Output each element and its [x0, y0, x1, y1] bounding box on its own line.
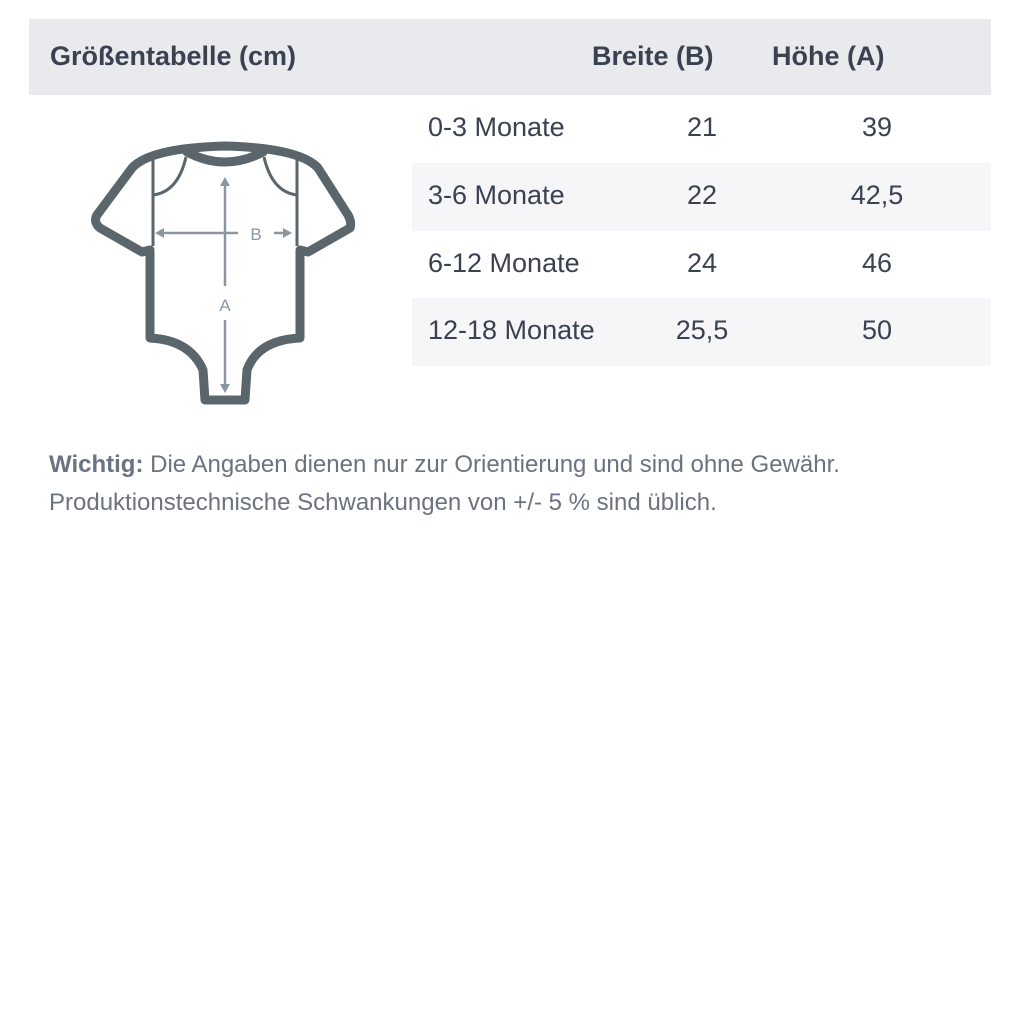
note-line-1: Die Angaben dienen nur zur Orientierung … — [143, 451, 840, 478]
width-cell: 21 — [686, 112, 718, 142]
width-cell: 24 — [686, 248, 718, 278]
size-cell: 0-3 Monate — [428, 112, 565, 142]
table-title: Größentabelle (cm) — [50, 41, 297, 71]
height-cell: 46 — [861, 248, 893, 278]
measure-label-b: B — [250, 225, 261, 244]
table-row: 6-12 Monate 24 46 — [412, 231, 991, 299]
disclaimer-note: Wichtig: Die Angaben dienen nur zur Orie… — [49, 446, 989, 522]
table-row: 12-18 Monate 25,5 50 — [412, 298, 991, 366]
note-label: Wichtig: — [49, 451, 144, 478]
height-cell: 50 — [861, 315, 893, 345]
width-cell: 25,5 — [675, 315, 729, 345]
table-row: 0-3 Monate 21 39 — [412, 95, 991, 163]
note-line-2: Produktionstechnische Schwankungen von +… — [49, 489, 717, 516]
baby-bodysuit-icon: B A — [91, 141, 356, 405]
height-cell: 39 — [861, 112, 893, 142]
column-header-height: Höhe (A) — [772, 41, 885, 71]
size-cell: 3-6 Monate — [428, 180, 565, 210]
size-cell: 12-18 Monate — [428, 315, 595, 345]
size-cell: 6-12 Monate — [428, 248, 580, 278]
table-header: Größentabelle (cm) Breite (B) Höhe (A) — [29, 19, 991, 95]
column-header-width: Breite (B) — [592, 41, 714, 71]
height-cell: 42,5 — [850, 180, 904, 210]
table-row: 3-6 Monate 22 42,5 — [412, 163, 991, 231]
measure-label-a: A — [219, 296, 231, 315]
width-cell: 22 — [686, 180, 718, 210]
